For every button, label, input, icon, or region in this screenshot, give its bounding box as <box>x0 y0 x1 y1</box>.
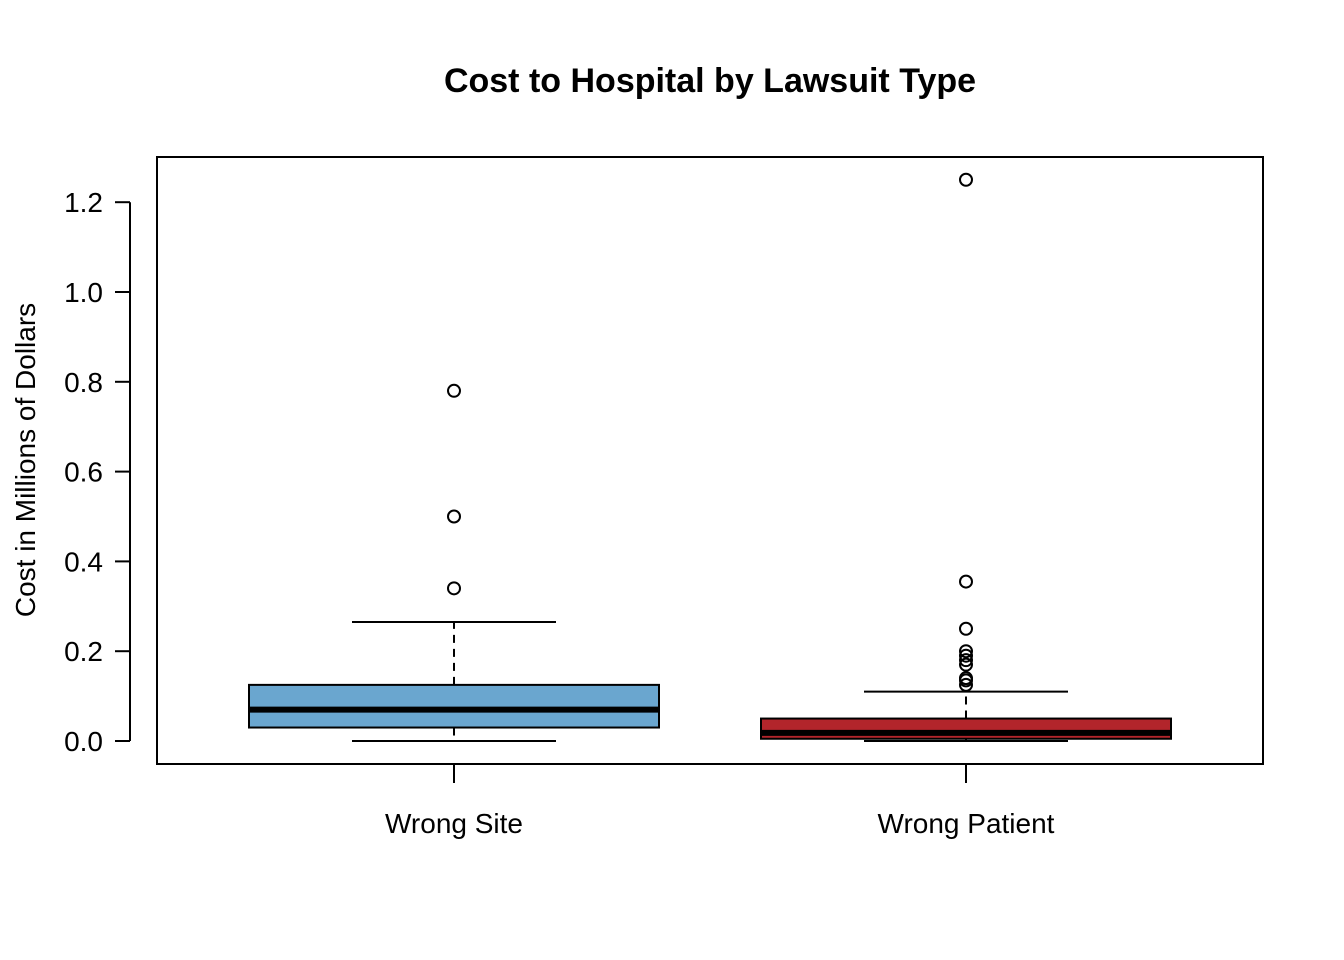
y-tick-label: 0.6 <box>64 457 103 488</box>
y-axis: 0.0 0.2 0.4 0.6 0.8 1.0 1.2 <box>64 187 131 757</box>
outlier-point <box>959 172 973 187</box>
y-tick-label: 0.0 <box>64 726 103 757</box>
outlier-point <box>959 657 973 672</box>
box-wrong-patient <box>760 172 1172 742</box>
y-tick-label: 1.2 <box>64 187 103 218</box>
outlier-point <box>447 383 461 398</box>
outlier-point <box>959 677 973 692</box>
outlier-point <box>447 509 461 524</box>
box-series <box>248 172 1172 742</box>
box-wrong-site <box>248 383 660 742</box>
outlier-point <box>959 653 973 668</box>
outlier-point <box>447 581 461 596</box>
y-tick-label: 0.2 <box>64 636 103 667</box>
outlier-point <box>959 671 973 686</box>
outlier-point <box>959 644 973 659</box>
plot-frame <box>156 156 1264 765</box>
outlier-point <box>959 621 973 636</box>
outlier-point <box>959 648 973 663</box>
iqr-box <box>248 683 660 729</box>
y-tick-label: 0.4 <box>64 546 103 577</box>
chart-title: Cost to Hospital by Lawsuit Type <box>444 62 976 100</box>
y-axis-label: Cost in Millions of Dollars <box>10 303 41 617</box>
y-tick-label: 1.0 <box>64 277 103 308</box>
outlier-point <box>959 574 973 589</box>
x-axis: Wrong Site Wrong Patient <box>385 764 1055 839</box>
y-tick-label: 0.8 <box>64 367 103 398</box>
x-tick-label: Wrong Patient <box>878 808 1055 839</box>
x-tick-label: Wrong Site <box>385 808 523 839</box>
